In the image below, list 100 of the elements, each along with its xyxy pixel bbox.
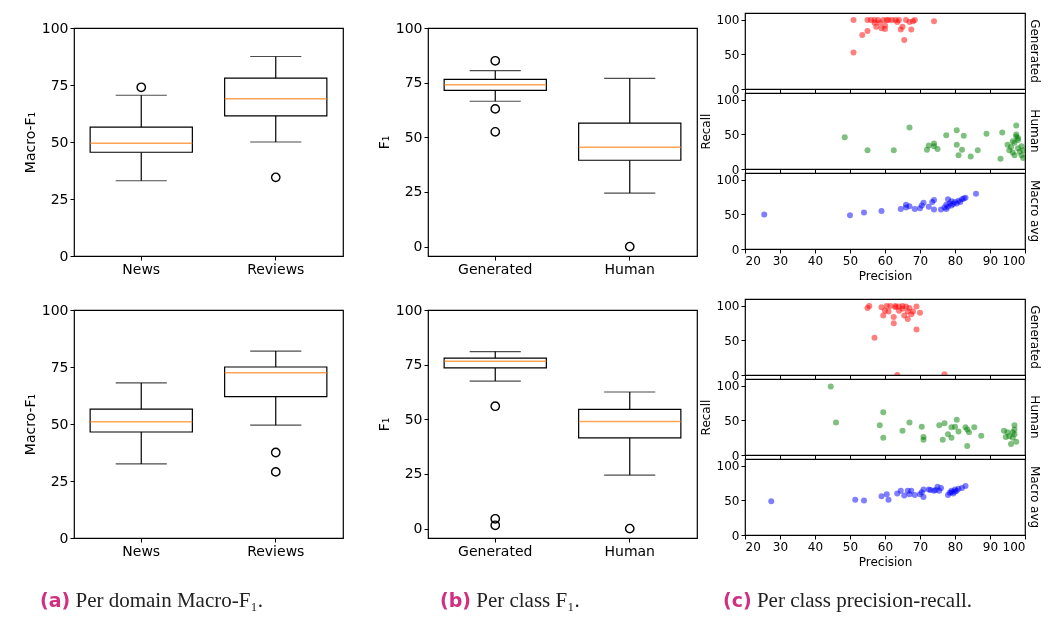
point bbox=[859, 32, 866, 39]
point bbox=[880, 312, 887, 319]
y-tick-label: 50 bbox=[404, 128, 423, 145]
point bbox=[890, 147, 897, 154]
x-tick-label: 30 bbox=[772, 539, 789, 554]
x-tick-label: Human bbox=[604, 542, 655, 559]
x-tick-label: Generated bbox=[458, 260, 533, 277]
x-tick-label: News bbox=[122, 260, 161, 277]
y-tick-label: 0 bbox=[731, 528, 740, 543]
y-tick-label: 25 bbox=[404, 183, 423, 200]
y-tick-label: 75 bbox=[50, 76, 69, 93]
point bbox=[899, 427, 906, 434]
y-tick-label: 100 bbox=[716, 173, 740, 188]
x-tick-label: Reviews bbox=[247, 260, 305, 277]
y-tick-label: 50 bbox=[724, 493, 740, 508]
y-tick-label: 75 bbox=[50, 358, 69, 375]
point bbox=[941, 420, 948, 427]
x-tick-label: 90 bbox=[982, 539, 999, 554]
y-axis-title: Recall bbox=[698, 399, 713, 436]
y-tick-label: 25 bbox=[404, 465, 423, 482]
y-tick-label: 100 bbox=[395, 19, 423, 36]
x-tick-label: 80 bbox=[947, 539, 964, 554]
y-tick-label: 100 bbox=[41, 301, 69, 318]
y-tick-label: 50 bbox=[404, 410, 423, 427]
y-tick-label: 50 bbox=[724, 207, 740, 222]
y-tick-label: 100 bbox=[716, 93, 740, 108]
y-axis-title: Recall bbox=[698, 113, 713, 150]
point bbox=[885, 308, 892, 315]
x-tick-label: 40 bbox=[807, 539, 824, 554]
y-tick-label: 75 bbox=[404, 356, 423, 373]
point bbox=[913, 326, 920, 333]
y-tick-label: 100 bbox=[716, 459, 740, 474]
y-tick-label: 50 bbox=[724, 127, 740, 142]
y-tick-label: 100 bbox=[716, 299, 740, 314]
point bbox=[960, 132, 967, 139]
y-tick-label: 0 bbox=[731, 242, 740, 257]
point bbox=[906, 124, 913, 131]
point bbox=[904, 316, 911, 323]
x-tick-label: 40 bbox=[807, 253, 824, 268]
text: (b) Per class F₁. bbox=[440, 588, 580, 613]
point bbox=[953, 127, 960, 134]
point bbox=[871, 334, 878, 341]
point bbox=[1008, 143, 1014, 150]
y2-axis-title: Human bbox=[1027, 109, 1042, 153]
point bbox=[913, 303, 920, 310]
y-tick-label: 0 bbox=[413, 238, 423, 255]
y-tick-label: 50 bbox=[724, 333, 740, 348]
y-tick-label: 75 bbox=[404, 74, 423, 91]
x-tick-label: 50 bbox=[842, 539, 859, 554]
point bbox=[864, 147, 871, 154]
point bbox=[876, 422, 883, 429]
point bbox=[974, 147, 981, 154]
x-tick-label: 60 bbox=[877, 539, 894, 554]
y-tick-label: 25 bbox=[50, 190, 69, 207]
y-axis-title: Macro-F₁ bbox=[21, 393, 38, 456]
point bbox=[850, 16, 857, 23]
point bbox=[953, 141, 960, 148]
x-tick-label: 20 bbox=[745, 253, 761, 268]
x-axis-title: Precision bbox=[858, 268, 913, 283]
point bbox=[999, 129, 1006, 136]
point bbox=[903, 16, 909, 23]
point bbox=[906, 419, 913, 426]
point bbox=[880, 409, 887, 416]
point bbox=[918, 423, 925, 430]
x-tick-label: 100 bbox=[1002, 539, 1026, 554]
x-tick-label: 20 bbox=[745, 539, 761, 554]
y-tick-label: 100 bbox=[395, 301, 423, 318]
x-tick-label: News bbox=[122, 542, 161, 559]
point bbox=[952, 423, 958, 430]
point bbox=[953, 416, 960, 423]
point bbox=[827, 383, 834, 390]
point bbox=[967, 153, 974, 160]
x-tick-label: 100 bbox=[1002, 253, 1026, 268]
x-tick-label: Generated bbox=[458, 542, 533, 559]
y-tick-label: 50 bbox=[724, 413, 740, 428]
y-tick-label: 0 bbox=[59, 529, 69, 546]
point bbox=[1013, 438, 1020, 445]
point bbox=[943, 132, 950, 139]
point bbox=[841, 134, 848, 141]
point bbox=[931, 18, 937, 25]
y-tick-label: 0 bbox=[413, 520, 423, 537]
point bbox=[880, 434, 887, 441]
point bbox=[978, 432, 985, 439]
y2-axis-title: Generated bbox=[1027, 305, 1042, 369]
point bbox=[1020, 147, 1025, 154]
text: (a) Per domain Macro-F₁. bbox=[40, 588, 263, 613]
x-tick-label: Reviews bbox=[247, 542, 305, 559]
x-tick-label: 30 bbox=[772, 253, 789, 268]
point bbox=[955, 428, 962, 435]
point bbox=[939, 436, 946, 443]
point bbox=[934, 145, 941, 152]
point bbox=[908, 26, 915, 33]
x-tick-label: Human bbox=[604, 260, 655, 277]
point bbox=[887, 302, 894, 309]
x-tick-label: 70 bbox=[912, 253, 929, 268]
y-tick-label: 25 bbox=[50, 472, 69, 489]
y-axis-title: F₁ bbox=[375, 135, 392, 150]
y2-axis-title: Macro avg bbox=[1027, 465, 1042, 529]
x-tick-label: 50 bbox=[842, 253, 859, 268]
x-tick-label: 60 bbox=[877, 253, 894, 268]
